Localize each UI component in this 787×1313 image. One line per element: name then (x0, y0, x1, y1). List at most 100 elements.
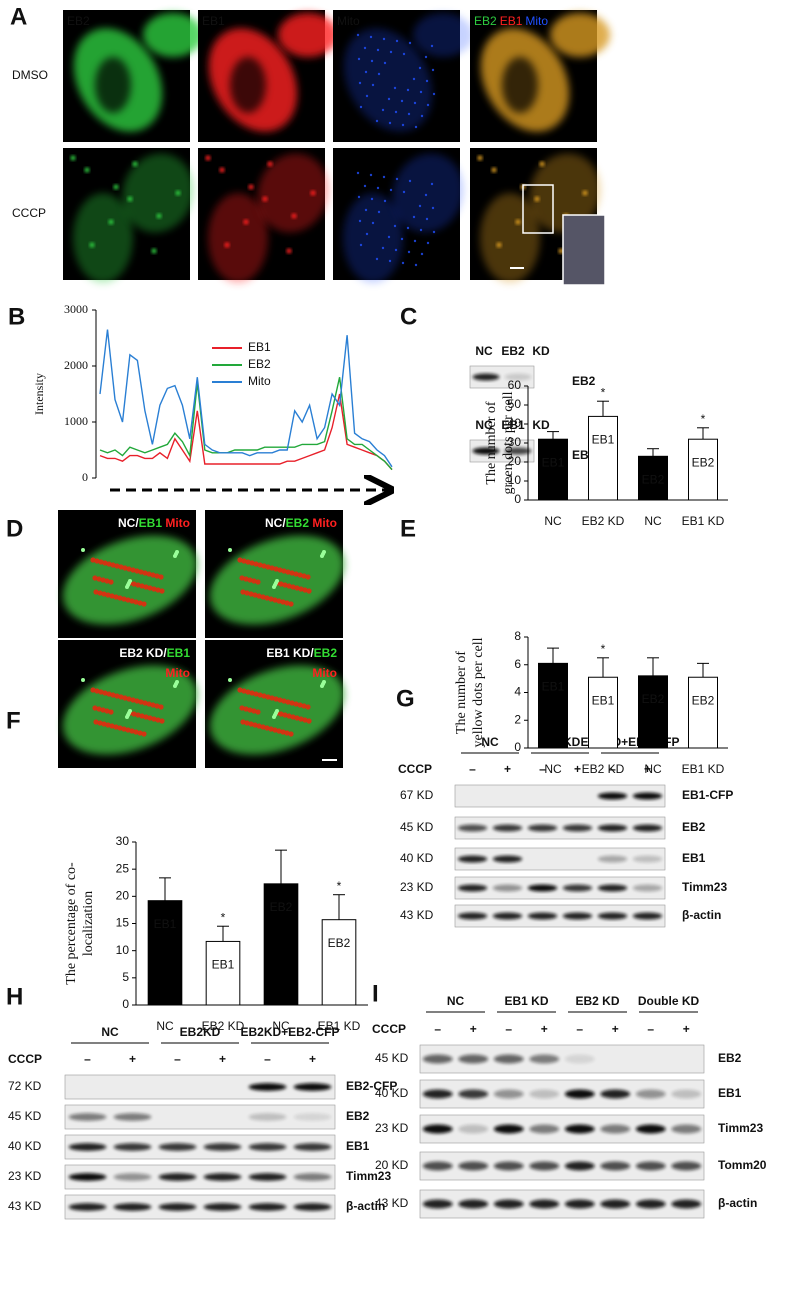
treatment-sign: + (470, 1022, 477, 1036)
group-label: EB2 KD (575, 994, 619, 1008)
dot (357, 195, 361, 199)
image-label: EB2 KD/EB1 (119, 646, 190, 660)
cell (480, 193, 540, 283)
dot (369, 35, 373, 39)
bar-label: EB1 (542, 680, 565, 694)
line-series (99, 329, 393, 468)
dot (108, 219, 114, 225)
dot (393, 224, 397, 228)
mito (100, 707, 106, 713)
mito (285, 569, 291, 575)
mito (247, 707, 253, 713)
band (203, 1203, 242, 1211)
bar (688, 438, 718, 501)
treatment-sign: – (505, 1022, 512, 1036)
band (248, 1203, 287, 1211)
band (529, 1124, 560, 1134)
treatment-sign: + (219, 1052, 226, 1066)
band (293, 1143, 332, 1151)
bar-label: EB2 (642, 692, 665, 706)
mito (133, 729, 139, 735)
merge-label: EB2 EB1 Mito (474, 14, 548, 28)
size-label: 43 KD (375, 1196, 409, 1210)
mito (129, 598, 135, 604)
mito (135, 712, 141, 718)
panel-letter: B (8, 303, 25, 330)
band (68, 1203, 107, 1211)
mito (150, 572, 156, 578)
cell (208, 193, 268, 283)
treatment-sign: – (174, 1052, 181, 1066)
mito (273, 566, 279, 572)
band (293, 1083, 332, 1091)
cell (343, 28, 433, 132)
dot (401, 123, 405, 127)
mito (249, 690, 255, 696)
mito (251, 708, 257, 714)
image-label-part: Mito (312, 666, 337, 680)
blot-strip (64, 1134, 336, 1160)
dot (272, 715, 276, 719)
dot (371, 83, 375, 87)
bar-label: EB2 (692, 455, 715, 469)
mito (302, 587, 308, 593)
blot-strip (469, 365, 535, 389)
bar (688, 676, 718, 749)
mito (306, 718, 312, 724)
dot (424, 193, 428, 197)
mito (90, 687, 96, 693)
mito (265, 694, 271, 700)
y-tick-label: 30 (508, 435, 522, 449)
dot (125, 715, 129, 719)
y-tick-label: 0 (122, 997, 129, 1011)
y-axis-label-line: yellow dots per cell (471, 637, 486, 747)
band (293, 1173, 332, 1181)
image-label-part: NC/ (118, 516, 139, 530)
band (458, 1161, 489, 1171)
band (671, 1161, 702, 1171)
group-label: NC (101, 1025, 119, 1039)
group-label: Double KD (638, 994, 700, 1008)
mito (293, 701, 299, 707)
group-label: EB2KD+EB2-CFP (240, 1025, 339, 1039)
dot (370, 197, 374, 201)
group-label: EB1 KD (504, 994, 548, 1008)
band (504, 373, 532, 381)
mito (306, 588, 312, 594)
mito (264, 595, 270, 601)
size-label: 45 KD (375, 1051, 409, 1065)
y-axis-label-line: The number of (484, 401, 499, 485)
band (671, 1199, 702, 1209)
band (529, 1199, 560, 1209)
dot (400, 99, 404, 103)
mito (110, 692, 116, 698)
mito (151, 716, 157, 722)
y-tick-label: 2000 (64, 358, 88, 372)
y-axis-label: The number of green dots per cell (484, 391, 516, 494)
size-label: 43 KD (8, 1199, 42, 1213)
dot (414, 263, 418, 267)
band (293, 1113, 332, 1121)
dot (425, 79, 429, 83)
blot-strip (469, 439, 535, 463)
mito (130, 567, 136, 573)
nucleus (95, 57, 131, 113)
y-axis-label-line: The percentage of co- (64, 862, 79, 985)
treatment-sign: – (434, 1022, 441, 1036)
dot (205, 155, 211, 161)
y-tick-label: 3000 (64, 302, 88, 316)
lane-label: NC (475, 344, 493, 358)
dot (406, 88, 410, 92)
dot (425, 217, 429, 221)
mito (302, 717, 308, 723)
mito (109, 723, 115, 729)
mito (286, 713, 292, 719)
mito (243, 576, 249, 582)
mito (130, 697, 136, 703)
line-series (99, 393, 393, 471)
cell (529, 153, 601, 233)
band (248, 1113, 287, 1121)
mito (106, 691, 112, 697)
image-label-part: EB2 KD/ (119, 646, 167, 660)
dot (387, 235, 391, 239)
